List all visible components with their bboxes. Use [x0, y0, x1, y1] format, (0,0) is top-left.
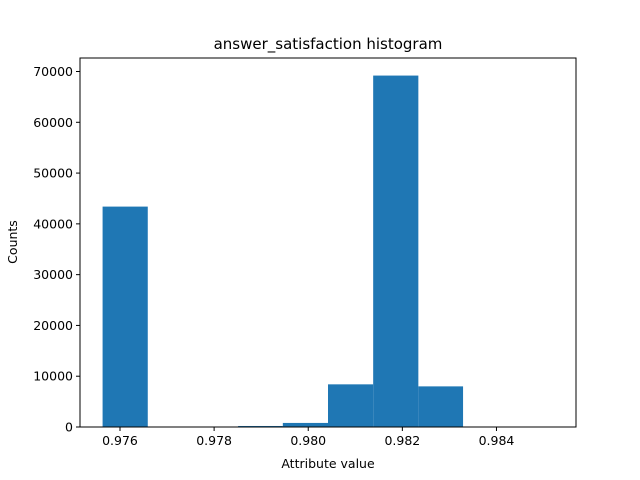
histogram-bar-4	[282, 422, 328, 427]
y-tick-label: 50000	[33, 166, 73, 181]
x-tick-label: 0.976	[102, 433, 138, 448]
x-axis-label: Attribute value	[281, 456, 375, 471]
x-tick-label: 0.978	[196, 433, 232, 448]
x-axis: 0.976 0.978 0.980 0.982 0.984	[102, 427, 514, 448]
y-tick-label: 60000	[33, 115, 73, 130]
y-tick-label: 30000	[33, 267, 73, 282]
y-axis-label: Counts	[5, 220, 20, 264]
chart-title: answer_satisfaction histogram	[214, 35, 443, 54]
y-tick-label: 0	[65, 420, 73, 435]
x-tick-label: 0.982	[384, 433, 420, 448]
y-axis: 0 10000 20000 30000 40000 50000 60000 70000	[33, 64, 80, 435]
y-tick-label: 70000	[33, 64, 73, 79]
plot-area	[102, 75, 464, 428]
histogram-bar-6	[373, 75, 419, 428]
y-tick-label: 40000	[33, 216, 73, 231]
histogram-bar-3	[238, 425, 283, 427]
histogram-bar-0	[102, 206, 148, 427]
histogram-bar-5	[328, 384, 374, 427]
y-tick-label: 10000	[33, 369, 73, 384]
x-tick-label: 0.980	[290, 433, 326, 448]
histogram-bar-7	[418, 386, 464, 427]
plot-frame	[79, 57, 577, 428]
y-tick-label: 20000	[33, 318, 73, 333]
x-tick-label: 0.984	[479, 433, 515, 448]
